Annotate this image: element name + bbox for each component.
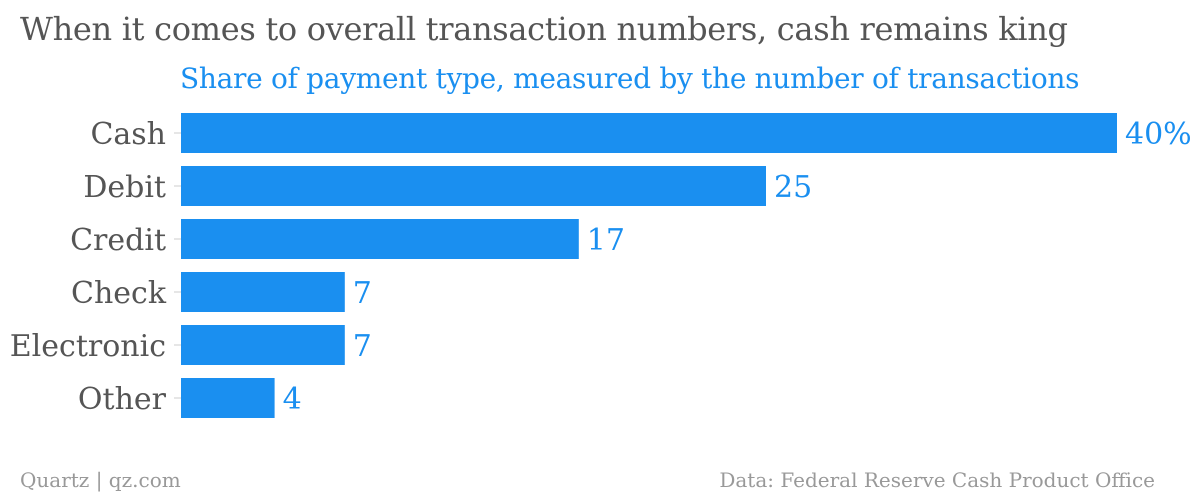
value-label-other: 4: [283, 382, 302, 417]
bar-credit: [181, 219, 579, 259]
bar-check: [181, 272, 345, 312]
value-label-cash: 40%: [1125, 117, 1192, 152]
category-label-cash: Cash: [90, 117, 166, 152]
chart-title: Share of payment type, measured by the n…: [180, 62, 1080, 95]
value-label-check: 7: [353, 276, 372, 311]
category-label-electronic: Electronic: [10, 329, 166, 364]
value-label-credit: 17: [587, 223, 625, 258]
bar-other: [181, 378, 275, 418]
category-label-other: Other: [78, 382, 167, 417]
bar-debit: [181, 166, 766, 206]
value-label-electronic: 7: [353, 329, 372, 364]
category-label-debit: Debit: [83, 170, 166, 205]
bar-electronic: [181, 325, 345, 365]
headline: When it comes to overall transaction num…: [20, 10, 1068, 48]
value-label-debit: 25: [774, 170, 812, 205]
footer-credit: Quartz | qz.com: [20, 468, 181, 492]
category-label-credit: Credit: [70, 223, 166, 258]
footer-source: Data: Federal Reserve Cash Product Offic…: [719, 468, 1155, 492]
category-label-check: Check: [71, 276, 167, 311]
bar-cash: [181, 113, 1117, 153]
